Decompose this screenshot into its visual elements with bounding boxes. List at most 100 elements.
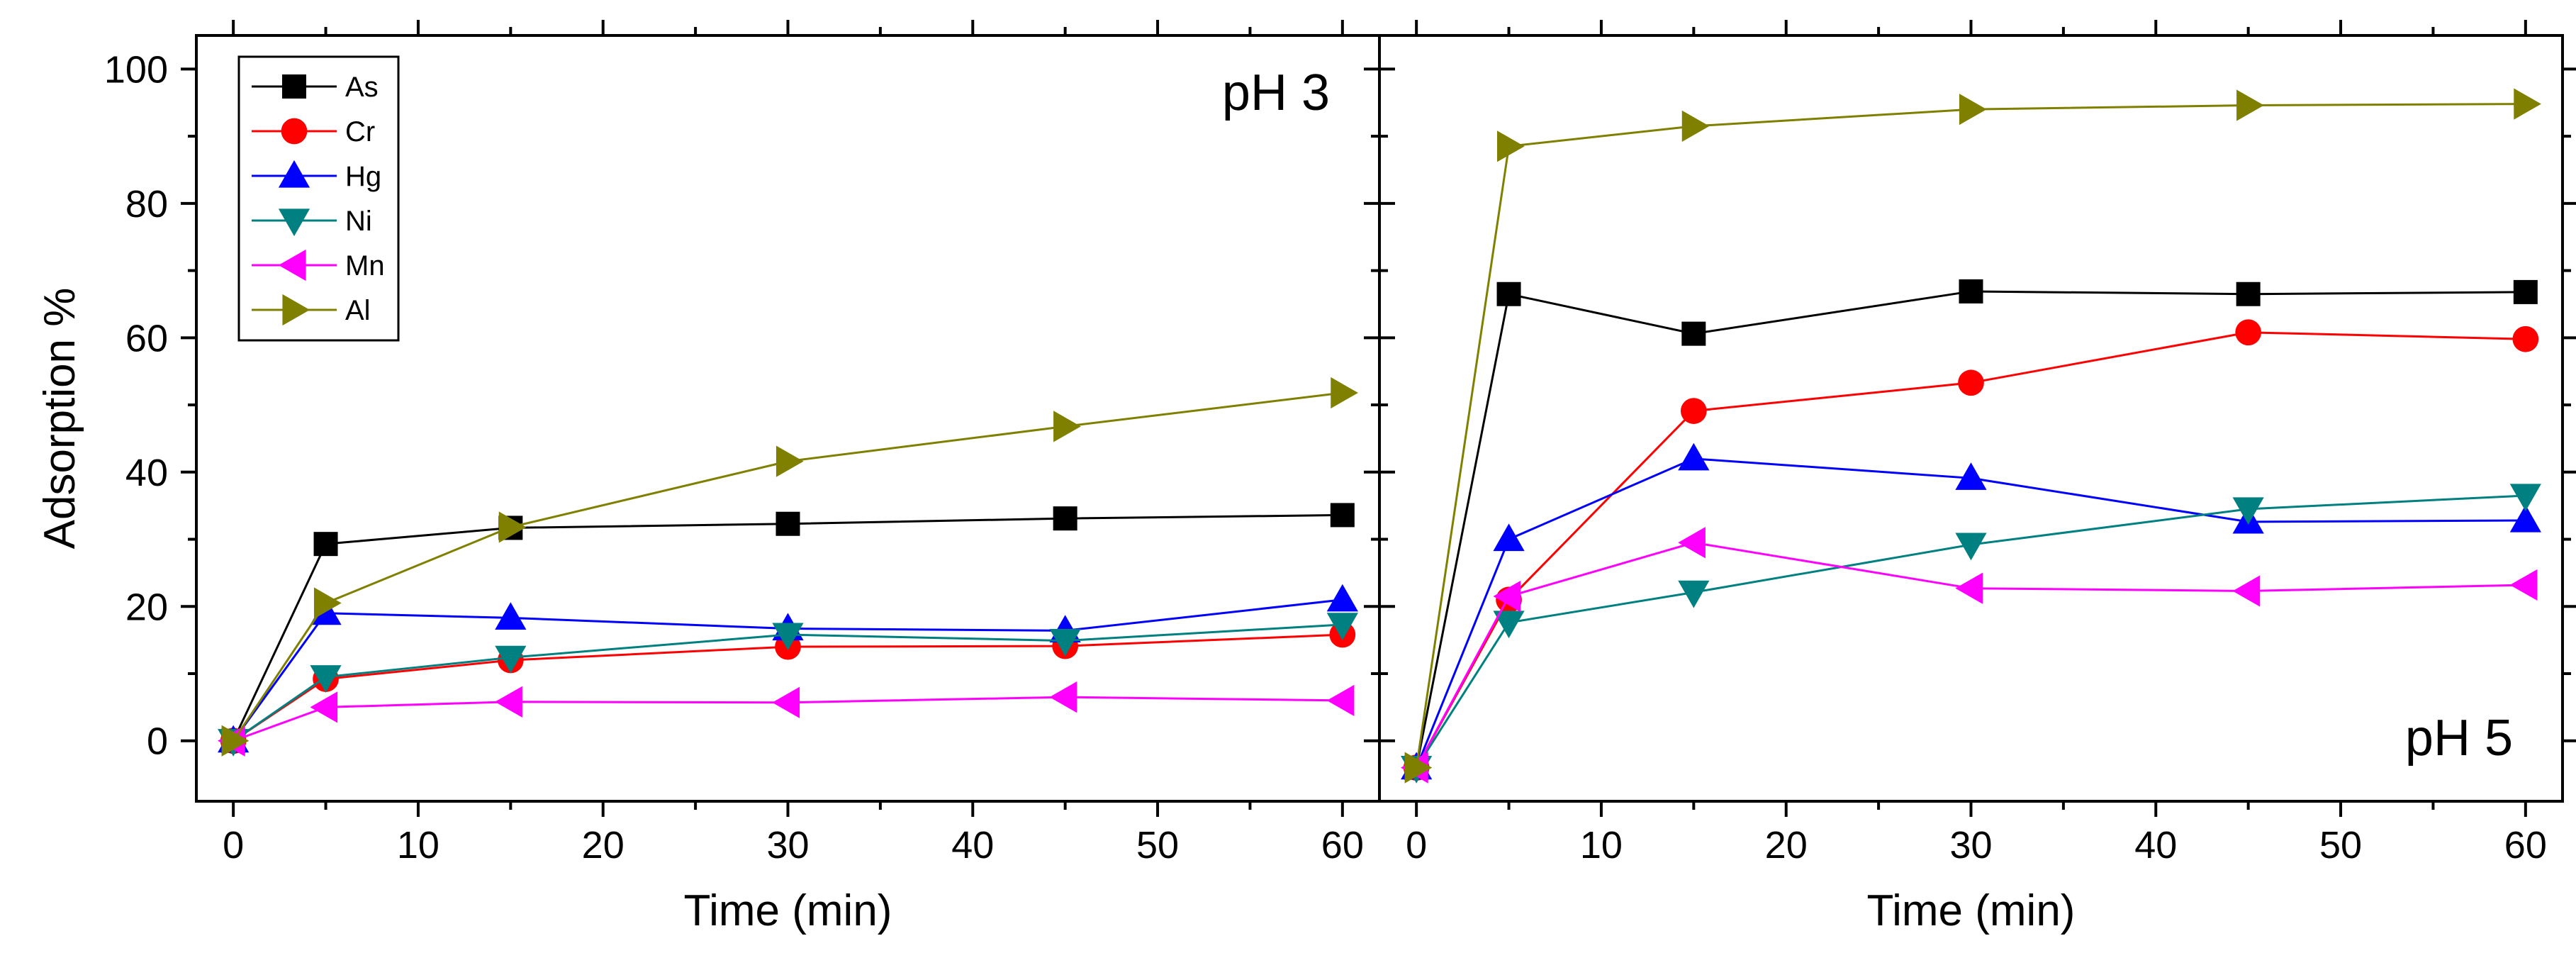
y-tick-label: 0 xyxy=(147,720,168,763)
series-ni xyxy=(1401,484,2541,784)
data-point xyxy=(1955,572,1983,604)
data-point xyxy=(1326,613,1358,640)
data-point xyxy=(1955,533,1987,561)
data-point xyxy=(1053,506,1077,531)
legend-marker xyxy=(278,208,310,237)
series-line xyxy=(1415,331,2526,769)
data-point xyxy=(1680,398,1707,424)
data-point xyxy=(1326,584,1358,612)
legend-label: As xyxy=(345,72,379,103)
x-axis-label: Time (min) xyxy=(684,886,892,935)
data-point xyxy=(1493,611,1525,639)
x-tick-label: 60 xyxy=(1321,824,1364,866)
series-hg xyxy=(218,584,1358,753)
data-point xyxy=(772,686,800,718)
data-point xyxy=(1330,503,1355,528)
y-tick-label: 40 xyxy=(125,452,168,494)
legend-label: Mn xyxy=(345,250,385,282)
data-point xyxy=(310,665,342,693)
legend-item: As xyxy=(252,72,379,103)
series-line xyxy=(1415,541,2526,769)
data-point xyxy=(1404,752,1433,784)
legend-box xyxy=(237,55,400,342)
data-point xyxy=(1955,462,1987,490)
data-point xyxy=(2236,89,2264,121)
data-point xyxy=(772,623,804,651)
legend-marker xyxy=(282,74,306,99)
panel-ph5: 0 10 20 30 40 50 60 Time (min) pH 5 xyxy=(1364,20,2576,935)
data-point xyxy=(1493,580,1521,613)
data-point xyxy=(2232,497,2264,525)
series-line xyxy=(1415,290,2526,768)
data-point xyxy=(1496,282,1521,306)
legend-marker xyxy=(278,160,310,188)
data-point xyxy=(1678,442,1710,471)
x-tick-label: 30 xyxy=(1949,824,1992,866)
series-line xyxy=(233,623,1343,742)
series-line xyxy=(1415,494,2526,769)
series-line xyxy=(232,391,1343,742)
data-point xyxy=(495,686,522,718)
x-tick-label: 10 xyxy=(397,824,439,866)
data-point xyxy=(495,602,527,630)
legend-item: Cr xyxy=(252,116,375,147)
data-point xyxy=(775,445,804,477)
series-line xyxy=(1415,103,2526,768)
series-mn xyxy=(218,681,1355,757)
data-point xyxy=(310,691,338,723)
legend: As Cr Hg Ni Mn Al xyxy=(237,55,400,342)
data-point xyxy=(1678,580,1710,608)
data-point xyxy=(1049,629,1081,657)
data-point xyxy=(1959,279,1983,303)
x-tick-label: 0 xyxy=(1406,824,1427,866)
legend-label: Cr xyxy=(345,116,375,147)
data-point xyxy=(313,587,342,619)
x-tick-label: 50 xyxy=(1136,824,1179,866)
data-point xyxy=(313,532,338,557)
x-tick-label: 20 xyxy=(1765,824,1808,866)
data-point xyxy=(1678,527,1706,559)
legend-marker xyxy=(281,118,308,145)
data-point xyxy=(1959,94,1987,126)
series-line xyxy=(232,513,1343,742)
data-point xyxy=(1049,681,1077,713)
data-point xyxy=(495,645,527,674)
series-al xyxy=(1404,88,2541,784)
y-axis-label: Adsorption % xyxy=(35,288,84,550)
series-as xyxy=(1404,279,2538,780)
x-tick-label: 20 xyxy=(582,824,625,866)
data-point xyxy=(221,725,250,757)
legend-item: Al xyxy=(252,294,371,326)
x-tick-label: 40 xyxy=(2134,824,2177,866)
legend-label: Ni xyxy=(345,206,372,237)
legend-item: Mn xyxy=(252,249,385,282)
y-tick-label: 20 xyxy=(125,586,168,628)
series-line xyxy=(233,696,1343,742)
x-tick-label: 60 xyxy=(2504,824,2547,866)
data-point xyxy=(498,511,527,543)
data-point xyxy=(1958,369,1984,396)
x-tick-label: 30 xyxy=(766,824,809,866)
series-line xyxy=(1415,457,2526,769)
data-point xyxy=(2236,282,2261,306)
legend-item: Hg xyxy=(252,160,381,192)
legend-label: Al xyxy=(345,295,371,326)
y-tick-label: 80 xyxy=(125,183,168,225)
x-axis-label: Time (min) xyxy=(1867,886,2076,935)
data-point xyxy=(2235,319,2262,346)
data-point xyxy=(1681,110,1710,142)
data-point xyxy=(1493,523,1525,552)
y-tick-label: 100 xyxy=(104,48,168,91)
legend-marker xyxy=(282,294,310,326)
data-point xyxy=(2513,279,2538,304)
data-point xyxy=(1331,377,1358,409)
series-line xyxy=(233,633,1343,742)
legend-marker xyxy=(278,249,306,282)
x-tick-label: 50 xyxy=(2319,824,2362,866)
data-point xyxy=(1326,684,1355,716)
data-point xyxy=(775,511,800,536)
series-ni xyxy=(218,613,1358,757)
data-point xyxy=(2512,325,2539,352)
